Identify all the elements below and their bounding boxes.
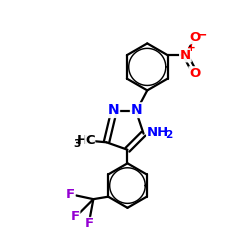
Text: N: N [180,49,191,62]
Text: F: F [85,218,94,230]
Text: F: F [71,210,80,223]
Text: H: H [77,134,88,147]
Text: NH: NH [147,126,169,139]
Text: O: O [189,67,200,80]
Text: N: N [131,103,142,117]
Text: F: F [66,188,75,201]
Text: 2: 2 [165,130,172,140]
Text: +: + [187,43,196,53]
Text: 3: 3 [73,138,80,148]
Text: N: N [108,103,119,117]
Text: O: O [189,31,200,44]
Text: C: C [85,134,95,147]
Text: −: − [196,29,207,42]
